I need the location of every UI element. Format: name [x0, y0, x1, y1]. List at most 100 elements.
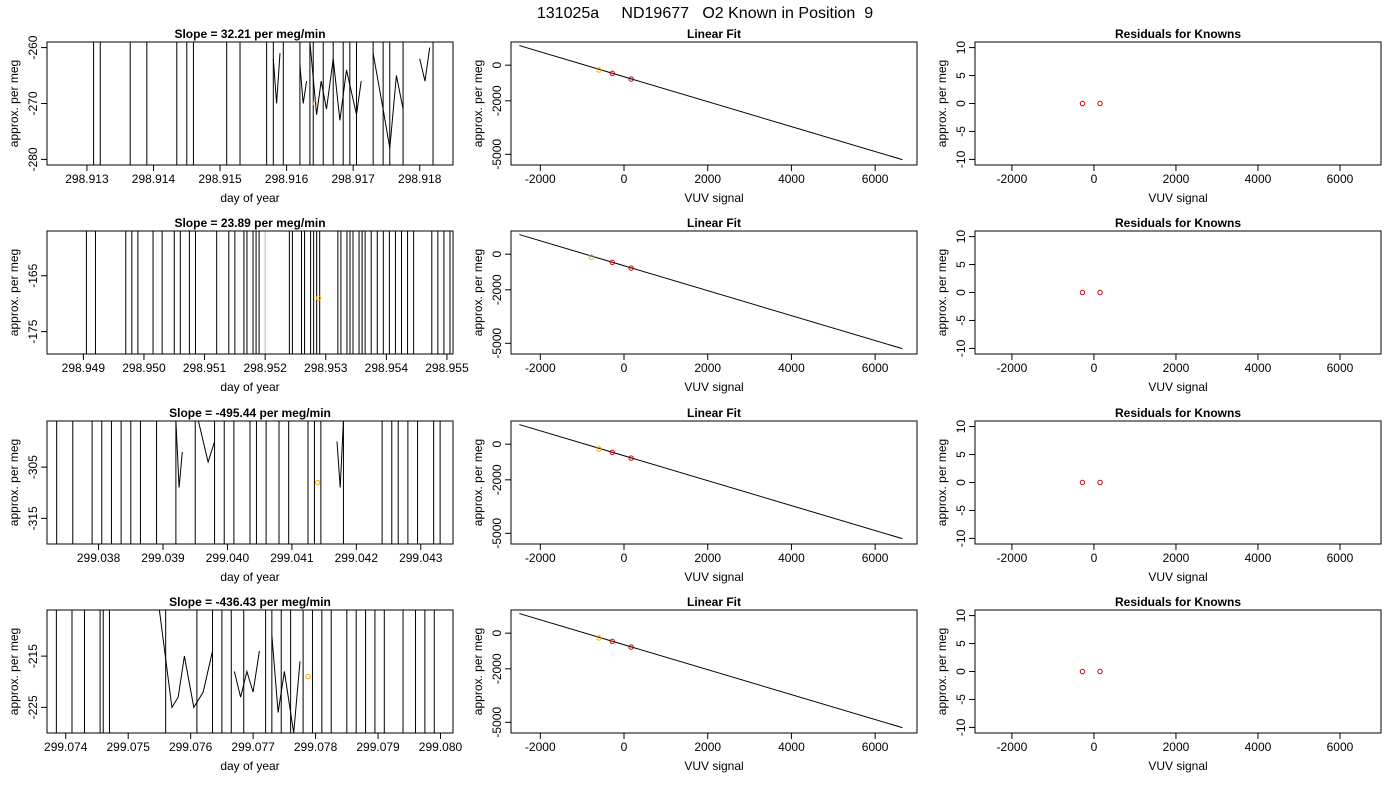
y-tick-label: -5: [954, 315, 968, 326]
x-tick-label: 0: [621, 172, 628, 186]
panel-title: Linear Fit: [687, 27, 741, 41]
sample-point: [314, 479, 321, 486]
sample-point: [596, 446, 602, 452]
x-axis-label: VUV signal: [684, 380, 743, 394]
known-point: [1097, 668, 1103, 675]
x-axis-label: VUV signal: [684, 759, 743, 773]
panel-resid-row1: Residuals for Knowns VUV signal approx. pe…: [935, 27, 1382, 205]
panel-raw-row4: Slope = -436.43 per meg/min day of year ap…: [7, 595, 463, 773]
plot-area: [1079, 100, 1103, 107]
fit-line: [519, 424, 903, 540]
x-axis-label: VUV signal: [684, 570, 743, 584]
y-axis-label: approx. per meg: [7, 628, 21, 715]
trace-segment: [175, 421, 183, 488]
plot-area: [1079, 668, 1103, 675]
x-tick-label: 6000: [1327, 551, 1354, 565]
x-tick-label: 6000: [862, 740, 889, 754]
panel-raw-row3: Slope = -495.44 per meg/min day of year ap…: [7, 406, 454, 584]
x-tick-label: 4000: [1245, 172, 1272, 186]
y-tick-label: -10: [954, 339, 968, 357]
trace-segment: [299, 64, 308, 104]
x-tick-label: 6000: [862, 551, 889, 565]
panel-fit-row2: Linear Fit VUV signal approx. per meg -2000…: [471, 216, 918, 394]
x-tick-label: -2000: [525, 172, 556, 186]
x-tick-label: 298.955: [425, 361, 469, 375]
x-tick-label: 6000: [1327, 740, 1354, 754]
x-axis-label: day of year: [220, 759, 279, 773]
x-tick-label: 4000: [778, 361, 805, 375]
y-tick-label: -270: [26, 91, 40, 115]
x-tick-label: 299.038: [77, 551, 121, 565]
x-axis-label: day of year: [220, 570, 279, 584]
plot-area: [519, 424, 903, 540]
known-point: [1097, 100, 1103, 107]
x-tick-label: -2000: [525, 361, 556, 375]
x-tick-label: 6000: [862, 172, 889, 186]
x-tick-label: 299.080: [419, 740, 463, 754]
y-tick-label: -5000: [490, 707, 504, 738]
y-tick-label: 0: [490, 441, 504, 448]
y-tick-label: -260: [26, 35, 40, 59]
fit-line: [519, 234, 903, 350]
x-tick-label: 2000: [694, 551, 721, 565]
y-axis-label: approx. per meg: [935, 60, 949, 147]
x-tick-label: 298.950: [122, 361, 166, 375]
panel-title: Residuals for Knowns: [1115, 406, 1241, 420]
plot-area: [56, 421, 441, 544]
known-point: [1079, 479, 1086, 486]
fit-line: [519, 45, 903, 161]
y-tick-label: 0: [490, 251, 504, 258]
plot-frame: [974, 230, 1382, 355]
trace-segment: [272, 53, 281, 104]
y-axis-label: approx. per meg: [7, 60, 21, 147]
plot-frame: [46, 420, 454, 545]
trace-segment: [336, 421, 344, 488]
x-tick-label: 2000: [1163, 361, 1190, 375]
x-tick-label: 4000: [1245, 551, 1272, 565]
x-tick-label: 2000: [1163, 740, 1190, 754]
x-tick-label: 298.953: [304, 361, 348, 375]
x-tick-label: 299.077: [231, 740, 275, 754]
panel-title: Linear Fit: [687, 216, 741, 230]
y-axis-label: approx. per meg: [471, 60, 485, 147]
sample-point: [596, 635, 602, 641]
x-tick-label: -2000: [997, 740, 1028, 754]
sample-point: [312, 100, 318, 107]
trace-segment: [309, 42, 362, 121]
y-tick-label: -2000: [490, 85, 504, 116]
plot-area: [1079, 289, 1103, 296]
plot-frame: [46, 41, 454, 166]
trace-segment: [197, 421, 216, 464]
y-tick-label: -5000: [490, 328, 504, 359]
panel-title: Slope = 32.21 per meg/min: [174, 27, 325, 41]
y-tick-label: -315: [26, 506, 40, 530]
x-axis-label: VUV signal: [1148, 759, 1207, 773]
x-tick-label: 2000: [694, 172, 721, 186]
panel-title: Linear Fit: [687, 406, 741, 420]
x-tick-label: -2000: [525, 551, 556, 565]
y-tick-label: -280: [26, 147, 40, 171]
panel-fit-row1: Linear Fit VUV signal approx. per meg -2000…: [471, 27, 918, 205]
y-tick-label: 5: [954, 640, 968, 647]
x-tick-label: -2000: [525, 740, 556, 754]
x-tick-label: 298.914: [132, 172, 176, 186]
y-tick-label: -5000: [490, 139, 504, 170]
y-tick-label: -175: [26, 319, 40, 343]
x-tick-label: 299.075: [107, 740, 151, 754]
known-point: [628, 455, 634, 461]
panel-resid-row2: Residuals for Knowns VUV signal approx. pe…: [935, 216, 1382, 394]
y-axis-label: approx. per meg: [471, 439, 485, 526]
plot-area: [519, 234, 903, 350]
x-tick-label: 299.041: [270, 551, 314, 565]
x-tick-label: 298.949: [62, 361, 106, 375]
y-tick-label: -5: [954, 505, 968, 516]
known-point: [1097, 479, 1103, 486]
known-point: [609, 449, 615, 456]
x-tick-label: 299.039: [141, 551, 185, 565]
trace-segment: [233, 650, 260, 698]
x-tick-label: 4000: [1245, 361, 1272, 375]
x-tick-label: 0: [621, 551, 628, 565]
y-tick-label: -5: [954, 126, 968, 137]
x-tick-label: 2000: [694, 361, 721, 375]
